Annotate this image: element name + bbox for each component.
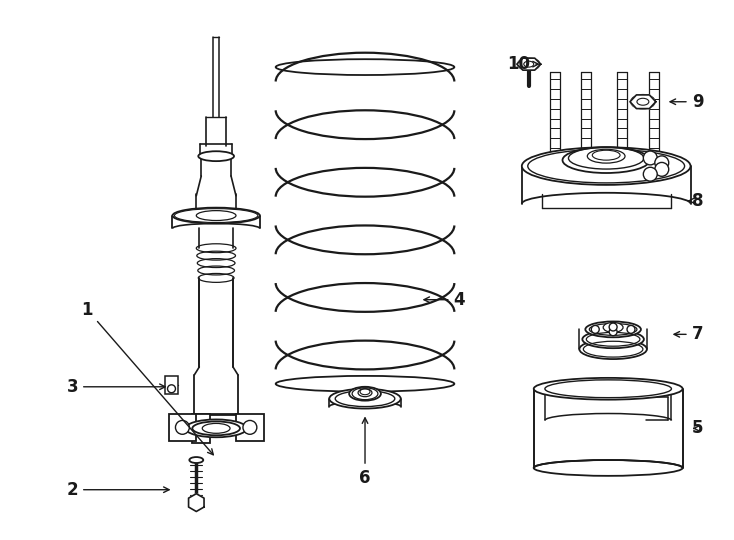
Ellipse shape (518, 58, 539, 70)
Circle shape (655, 156, 669, 170)
Ellipse shape (585, 321, 641, 338)
Circle shape (643, 151, 657, 165)
Bar (169, 414, 196, 441)
Ellipse shape (186, 420, 247, 437)
Circle shape (655, 163, 669, 176)
Circle shape (243, 421, 257, 434)
Ellipse shape (189, 457, 203, 463)
Text: 10: 10 (507, 55, 538, 73)
Circle shape (609, 328, 617, 336)
Circle shape (167, 385, 175, 393)
Ellipse shape (172, 208, 260, 224)
Bar (164, 376, 178, 394)
Ellipse shape (349, 387, 381, 401)
Ellipse shape (587, 149, 625, 163)
Polygon shape (189, 494, 204, 511)
Ellipse shape (603, 322, 623, 332)
Text: 2: 2 (67, 481, 169, 499)
Polygon shape (630, 95, 655, 109)
Ellipse shape (631, 95, 655, 109)
Ellipse shape (330, 389, 401, 409)
Ellipse shape (562, 147, 650, 173)
Ellipse shape (198, 151, 234, 161)
Text: 9: 9 (670, 93, 703, 111)
Text: 5: 5 (691, 420, 703, 437)
Circle shape (592, 326, 599, 333)
Ellipse shape (579, 339, 647, 359)
Bar (192, 414, 210, 443)
Text: 4: 4 (424, 291, 465, 309)
Text: 1: 1 (81, 301, 214, 455)
Ellipse shape (582, 330, 644, 348)
Text: 7: 7 (674, 325, 703, 343)
Text: 3: 3 (67, 378, 165, 396)
Polygon shape (517, 58, 541, 70)
Circle shape (609, 323, 617, 331)
Text: 8: 8 (688, 192, 703, 210)
Circle shape (627, 326, 635, 333)
Ellipse shape (358, 389, 372, 397)
Circle shape (643, 167, 657, 181)
Circle shape (175, 421, 189, 434)
Bar (236, 414, 264, 441)
Ellipse shape (522, 147, 691, 185)
Text: 6: 6 (359, 418, 371, 487)
Ellipse shape (534, 378, 683, 400)
